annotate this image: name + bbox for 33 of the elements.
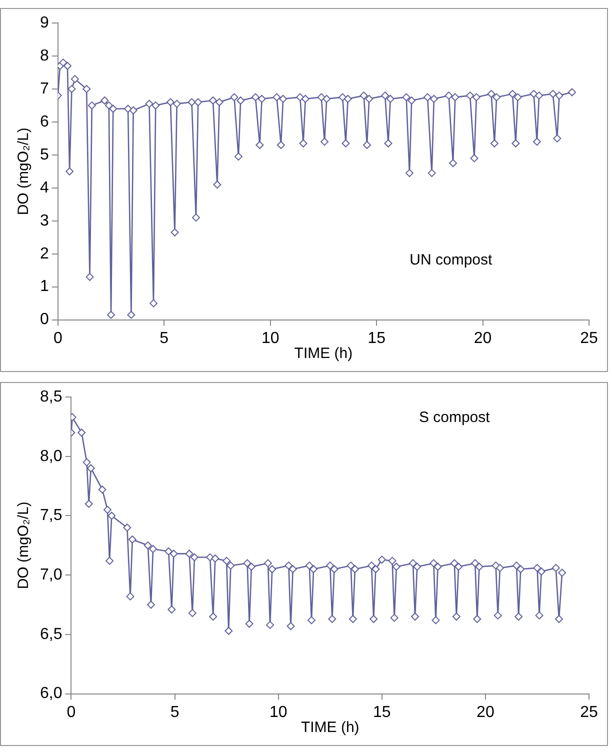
x-tick-label: 25: [580, 330, 598, 347]
x-tick-label: 5: [170, 704, 180, 721]
y-tick-label: 0: [40, 311, 49, 328]
y-axis-title: DO (mgO₂/L): [15, 502, 32, 590]
annotation: UN compost: [410, 252, 493, 269]
x-axis-title: TIME (h): [300, 719, 360, 736]
x-tick-label: 10: [261, 330, 280, 347]
y-tick-label: 8,0: [40, 448, 62, 465]
x-tick-label: 25: [580, 704, 598, 721]
y-tick-label: 6: [40, 113, 49, 130]
y-tick-label: 8,5: [40, 388, 62, 406]
y-tick-label: 1: [40, 278, 49, 296]
x-axis-title: TIME (h): [294, 345, 353, 362]
y-tick-label: 4: [40, 179, 49, 196]
y-tick-label: 9: [40, 14, 49, 32]
y-tick-label: 8: [40, 47, 49, 64]
annotation: S compost: [418, 408, 491, 426]
y-axis-title: DO (mgO₂/L): [15, 128, 32, 216]
y-tick-label: 6,5: [40, 626, 62, 643]
y-tick-label: 2: [40, 245, 49, 262]
x-tick-label: 20: [476, 704, 494, 721]
y-tick-label: 7,0: [40, 566, 62, 584]
x-tick-label: 15: [373, 704, 391, 721]
x-tick-label: 5: [160, 330, 169, 347]
x-tick-label: 15: [368, 330, 386, 347]
x-tick-label: 20: [474, 330, 492, 347]
y-tick-label: 7: [40, 80, 49, 98]
x-tick-label: 0: [66, 704, 76, 721]
y-tick-label: 5: [40, 146, 49, 164]
x-tick-label: 10: [269, 704, 288, 721]
y-tick-label: 7,5: [40, 507, 62, 524]
y-tick-label: 6,0: [40, 685, 62, 702]
y-tick-label: 3: [40, 212, 49, 230]
